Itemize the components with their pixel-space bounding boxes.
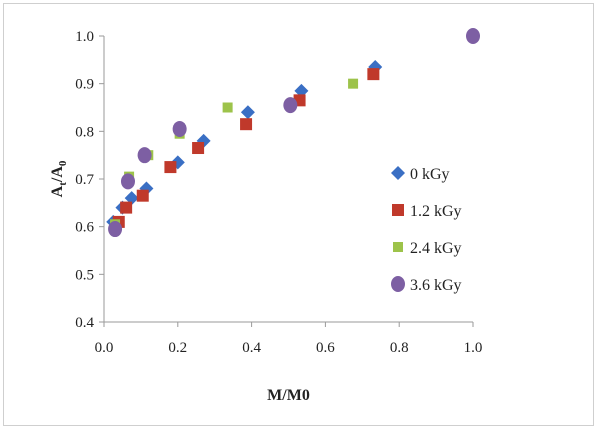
y-axis-title-slash: /A <box>49 166 66 183</box>
data-point <box>124 191 139 206</box>
y-axis-title-sub1: t <box>57 182 69 186</box>
data-point <box>164 161 177 174</box>
data-point <box>294 83 309 98</box>
data-point <box>222 102 233 113</box>
data-point <box>240 105 255 120</box>
legend-label: 1.2 kGy <box>410 203 462 220</box>
data-point <box>120 201 133 214</box>
x-tick-label: 0.2 <box>168 340 187 356</box>
data-point <box>172 120 187 137</box>
data-point <box>240 118 253 131</box>
x-tick-label: 0.0 <box>95 340 114 356</box>
y-axis-ticks: 0.4 0.5 0.6 0.7 0.8 0.9 1.0 <box>75 29 104 331</box>
x-tick-label: 1.0 <box>464 340 483 356</box>
data-point <box>348 78 359 89</box>
data-point <box>192 142 205 155</box>
y-tick-label: 0.9 <box>75 77 94 93</box>
x-axis-title: M/M0 <box>267 387 310 404</box>
legend-label: 2.4 kGy <box>410 240 462 257</box>
legend: 0 kGy 1.2 kGy 2.4 kGy 3.6 kGy <box>391 166 462 294</box>
y-tick-label: 1.0 <box>75 29 94 45</box>
data-points <box>106 28 480 238</box>
legend-item: 1.2 kGy <box>392 203 462 220</box>
legend-label: 3.6 kGy <box>410 277 462 294</box>
legend-item: 3.6 kGy <box>391 276 462 294</box>
legend-item: 2.4 kGy <box>393 240 462 257</box>
legend-label: 0 kGy <box>410 166 450 183</box>
y-axis-title: At/A0 <box>49 160 69 197</box>
data-point <box>120 173 135 190</box>
series-3 <box>108 28 480 238</box>
x-tick-label: 0.8 <box>390 340 409 356</box>
legend-marker <box>391 276 405 292</box>
x-tick-label: 0.6 <box>316 340 335 356</box>
data-point <box>136 189 149 202</box>
series-1 <box>112 68 380 228</box>
data-point <box>367 68 380 81</box>
data-point <box>137 147 152 164</box>
y-tick-label: 0.5 <box>75 267 94 283</box>
y-tick-label: 0.6 <box>75 220 94 236</box>
x-tick-label: 0.4 <box>242 340 261 356</box>
x-axis-ticks: 0.0 0.2 0.4 0.6 0.8 1.0 <box>95 322 483 356</box>
y-axis-title-main: A <box>49 185 66 197</box>
data-point <box>466 28 480 44</box>
data-point <box>108 221 123 238</box>
legend-item: 0 kGy <box>391 166 450 183</box>
y-tick-label: 0.4 <box>75 315 94 331</box>
y-tick-label: 0.8 <box>75 124 94 140</box>
legend-marker <box>391 166 405 180</box>
legend-marker <box>393 242 403 252</box>
series-0 <box>106 29 480 229</box>
y-axis-title-sub2: 0 <box>57 160 69 166</box>
chart-frame <box>3 3 594 426</box>
y-tick-label: 0.7 <box>75 172 94 188</box>
legend-marker <box>392 204 404 216</box>
data-point <box>283 97 298 114</box>
